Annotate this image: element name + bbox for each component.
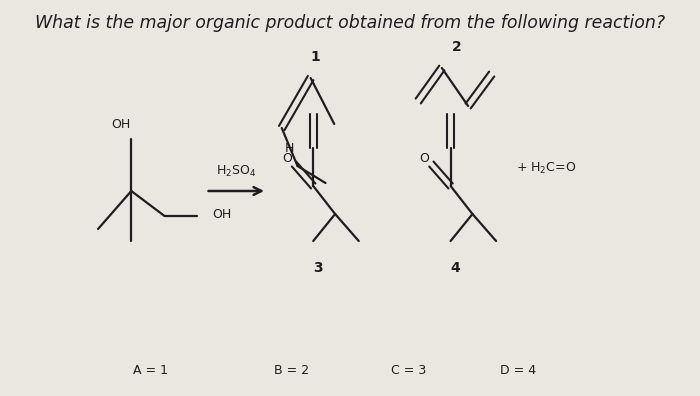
Text: What is the major organic product obtained from the following reaction?: What is the major organic product obtain… (35, 14, 665, 32)
Text: 1: 1 (310, 50, 320, 64)
Text: H$_2$SO$_4$: H$_2$SO$_4$ (216, 164, 256, 179)
Text: H: H (285, 141, 294, 154)
Text: O: O (282, 152, 292, 164)
Text: OH: OH (111, 118, 130, 131)
Text: OH: OH (212, 208, 231, 221)
Text: B = 2: B = 2 (274, 364, 309, 377)
Text: A = 1: A = 1 (134, 364, 169, 377)
Text: D = 4: D = 4 (500, 364, 536, 377)
Text: O: O (419, 152, 429, 164)
Text: 2: 2 (452, 40, 461, 54)
Text: 4: 4 (450, 261, 460, 275)
Text: + H$_2$C=O: + H$_2$C=O (516, 160, 576, 175)
Text: C = 3: C = 3 (391, 364, 426, 377)
Text: 3: 3 (313, 261, 323, 275)
